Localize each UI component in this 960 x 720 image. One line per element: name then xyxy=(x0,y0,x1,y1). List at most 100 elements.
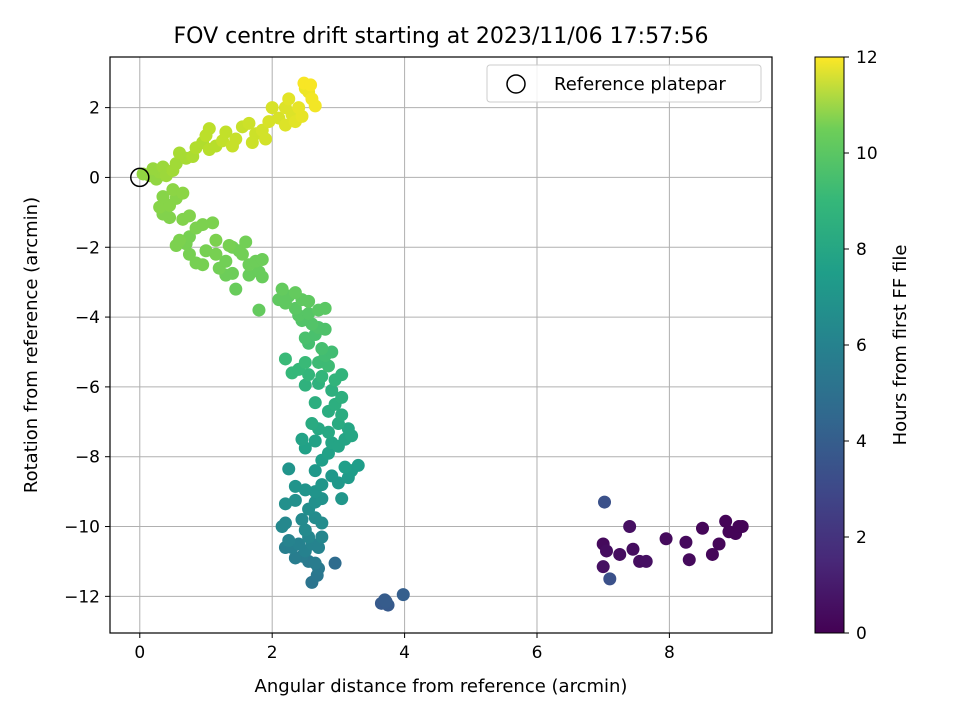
data-point xyxy=(623,520,637,534)
data-point xyxy=(341,422,355,436)
data-point xyxy=(182,247,196,261)
data-point xyxy=(265,101,279,115)
data-point xyxy=(315,369,329,383)
data-point xyxy=(315,478,329,492)
data-point xyxy=(335,408,349,422)
data-point xyxy=(278,497,292,511)
colorbar-tick-label: 2 xyxy=(856,528,867,548)
data-point xyxy=(282,533,296,547)
x-axis-label: Angular distance from reference (arcmin) xyxy=(255,676,628,697)
data-point xyxy=(282,462,296,476)
data-point xyxy=(302,368,316,382)
data-point xyxy=(255,252,269,266)
colorbar-tick-label: 0 xyxy=(856,624,867,644)
points xyxy=(136,76,749,612)
data-point xyxy=(338,460,352,474)
data-point xyxy=(308,556,322,570)
y-tick-label: −4 xyxy=(75,308,100,328)
data-point xyxy=(639,554,653,568)
y-tick-label: −2 xyxy=(75,238,100,258)
data-point xyxy=(598,495,612,509)
colorbar-gradient xyxy=(814,56,845,634)
data-point xyxy=(302,294,316,308)
data-point xyxy=(659,532,673,546)
data-point xyxy=(245,136,259,150)
x-tick-label: 4 xyxy=(399,643,410,663)
colorbar: 0 2 4 6 8 10 12 Hours from first FF file xyxy=(814,48,911,644)
data-point xyxy=(295,432,309,446)
data-point xyxy=(173,146,187,160)
data-point xyxy=(288,493,302,507)
data-point xyxy=(325,345,339,359)
data-point xyxy=(304,78,318,92)
plot-frame xyxy=(109,56,773,634)
data-point xyxy=(176,212,190,226)
data-point xyxy=(308,434,322,448)
y-tick-label: −12 xyxy=(64,587,100,607)
data-point xyxy=(351,458,365,472)
data-point xyxy=(229,282,243,296)
data-point xyxy=(278,118,292,132)
x-axis: 0 2 4 6 8 xyxy=(134,633,675,663)
data-point xyxy=(222,239,236,253)
data-point xyxy=(596,560,610,574)
data-point xyxy=(328,556,342,570)
data-point xyxy=(252,303,266,317)
y-tick-label: −8 xyxy=(75,448,100,468)
data-point xyxy=(315,530,329,544)
data-point xyxy=(315,341,329,355)
data-point xyxy=(695,521,709,535)
data-point xyxy=(600,544,613,558)
data-point xyxy=(679,535,693,549)
data-point xyxy=(146,162,160,176)
data-point xyxy=(288,479,302,493)
data-point xyxy=(292,101,306,115)
data-point xyxy=(335,368,349,382)
data-point xyxy=(312,540,326,554)
data-point xyxy=(719,514,733,528)
data-point xyxy=(321,446,335,460)
colorbar-ticks: 0 2 4 6 8 10 12 xyxy=(844,48,878,644)
data-point xyxy=(318,301,332,315)
data-point xyxy=(396,588,410,602)
grid xyxy=(110,57,772,633)
colorbar-tick-label: 12 xyxy=(856,48,878,68)
data-point xyxy=(156,190,170,204)
reference-marker xyxy=(130,167,150,188)
legend-box xyxy=(486,64,762,103)
data-point xyxy=(335,492,349,506)
legend: Reference platepar xyxy=(486,64,762,103)
data-point xyxy=(321,425,335,439)
data-point xyxy=(209,233,223,247)
data-point xyxy=(262,115,276,129)
data-point xyxy=(272,293,286,307)
data-point xyxy=(225,139,239,153)
colorbar-tick-label: 10 xyxy=(856,144,878,164)
data-point xyxy=(705,547,719,561)
data-point xyxy=(255,270,269,284)
colorbar-tick-label: 4 xyxy=(856,432,867,452)
y-tick-label: −6 xyxy=(75,378,100,398)
data-point xyxy=(308,396,322,410)
y-tick-label: 0 xyxy=(89,168,100,188)
data-point xyxy=(282,92,296,106)
x-tick-label: 8 xyxy=(664,643,675,663)
x-tick-label: 2 xyxy=(267,643,278,663)
data-point xyxy=(305,317,319,331)
data-point xyxy=(275,282,289,296)
colorbar-tick-label: 6 xyxy=(856,336,867,356)
data-point xyxy=(298,378,312,392)
y-tick-label: −10 xyxy=(64,518,100,538)
data-point xyxy=(166,183,180,197)
data-point xyxy=(209,247,223,261)
data-point xyxy=(219,254,233,268)
data-point xyxy=(379,595,393,609)
data-point xyxy=(298,523,312,537)
data-point xyxy=(321,359,335,373)
data-point xyxy=(202,122,216,136)
data-point xyxy=(298,355,312,369)
data-point xyxy=(308,99,322,113)
colorbar-label: Hours from first FF file xyxy=(890,245,911,446)
data-point xyxy=(298,331,312,345)
